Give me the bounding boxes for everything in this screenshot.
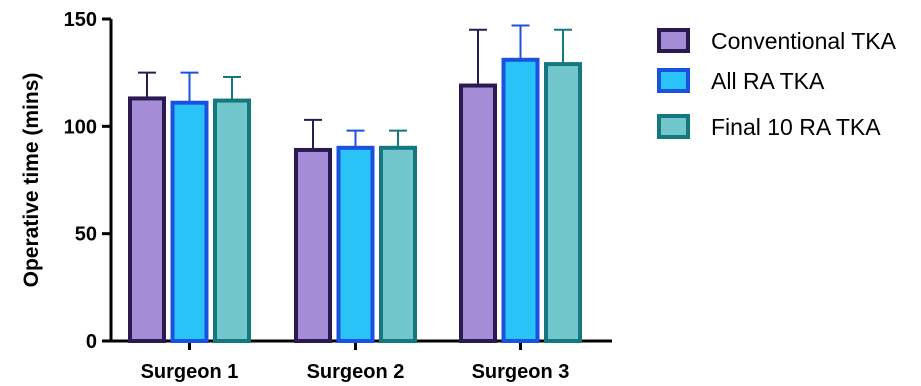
y-tick-label: 0 bbox=[86, 331, 97, 353]
bar-group-item bbox=[128, 71, 166, 343]
legend-label: All RA TKA bbox=[711, 68, 825, 94]
bar-group-item bbox=[544, 28, 582, 344]
legend-swatch bbox=[657, 28, 690, 53]
x-tick-label: Surgeon 1 bbox=[141, 361, 239, 383]
bar-group-item bbox=[501, 24, 540, 344]
legend-item: Conventional TKA bbox=[657, 28, 897, 54]
bar-group-item bbox=[294, 118, 332, 343]
bar-group-item bbox=[379, 129, 417, 343]
y-tick-label: 150 bbox=[64, 9, 97, 31]
legend-label: Final 10 RA TKA bbox=[711, 114, 881, 140]
legend-swatch bbox=[657, 114, 690, 139]
bar bbox=[379, 145, 417, 343]
bar bbox=[128, 96, 166, 343]
legend-swatch bbox=[657, 68, 690, 93]
legend-label: Conventional TKA bbox=[711, 28, 897, 54]
bar-group-item bbox=[170, 71, 209, 343]
bar bbox=[336, 145, 375, 343]
x-tick-label: Surgeon 3 bbox=[472, 361, 570, 383]
legend: Conventional TKA All RA TKA Final 10 RA TK… bbox=[657, 28, 897, 140]
bar bbox=[544, 62, 582, 344]
y-axis-title: Operative time (mins) bbox=[20, 73, 43, 288]
bar bbox=[213, 98, 251, 343]
bar-group-item bbox=[213, 75, 251, 343]
bar bbox=[501, 57, 540, 344]
legend-item: Final 10 RA TKA bbox=[657, 114, 881, 140]
bar bbox=[170, 100, 209, 343]
bar bbox=[459, 83, 497, 344]
bar-group-item bbox=[459, 28, 497, 344]
axes: 0 50 100 150 Surgeon 1 Surgeon 2 Surgeon 3 bbox=[64, 9, 612, 383]
bar bbox=[294, 147, 332, 343]
y-tick-label: 50 bbox=[75, 224, 97, 246]
bars bbox=[128, 24, 582, 344]
bar-group-item bbox=[336, 129, 375, 343]
legend-item: All RA TKA bbox=[657, 68, 825, 94]
y-tick-label: 100 bbox=[64, 116, 97, 138]
x-tick-label: Surgeon 2 bbox=[307, 361, 405, 383]
